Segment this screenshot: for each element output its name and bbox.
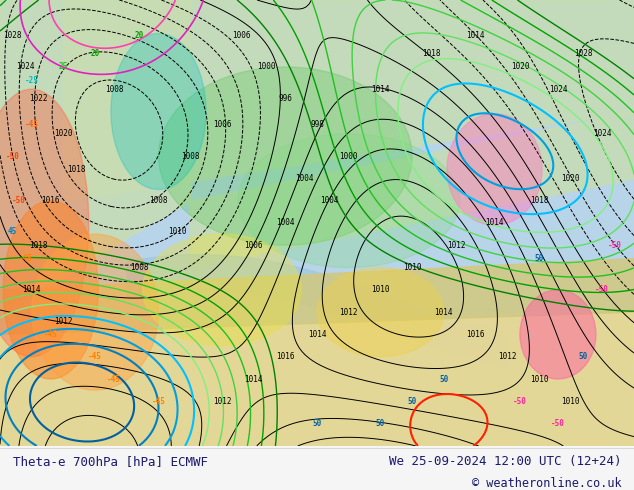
Text: 1012: 1012 bbox=[54, 317, 73, 325]
Text: 45: 45 bbox=[8, 227, 17, 236]
Text: 1008: 1008 bbox=[130, 263, 149, 272]
Text: -50: -50 bbox=[551, 419, 565, 428]
Text: 1000: 1000 bbox=[257, 62, 276, 72]
Text: 25: 25 bbox=[59, 62, 68, 72]
Text: 1000: 1000 bbox=[339, 151, 358, 161]
Text: 1014: 1014 bbox=[307, 330, 327, 339]
Text: 1022: 1022 bbox=[29, 94, 48, 102]
Ellipse shape bbox=[447, 114, 542, 225]
Text: -50: -50 bbox=[6, 151, 20, 161]
Text: 1004: 1004 bbox=[320, 196, 339, 205]
Text: 20: 20 bbox=[135, 31, 144, 40]
Text: 1014: 1014 bbox=[244, 374, 263, 384]
Text: 1016: 1016 bbox=[41, 196, 60, 205]
Text: -45: -45 bbox=[44, 330, 58, 339]
Ellipse shape bbox=[0, 89, 89, 357]
Text: 1016: 1016 bbox=[276, 352, 295, 361]
Text: We 25-09-2024 12:00 UTC (12+24): We 25-09-2024 12:00 UTC (12+24) bbox=[389, 455, 621, 468]
Text: -45: -45 bbox=[152, 397, 165, 406]
Text: -50: -50 bbox=[513, 397, 527, 406]
Text: -45: -45 bbox=[107, 374, 121, 384]
Text: 1024: 1024 bbox=[593, 129, 612, 138]
Text: 50: 50 bbox=[534, 254, 543, 263]
Text: 1012: 1012 bbox=[447, 241, 466, 250]
Text: -45: -45 bbox=[88, 352, 102, 361]
Ellipse shape bbox=[111, 33, 206, 190]
Text: 1010: 1010 bbox=[168, 227, 187, 236]
Text: 50: 50 bbox=[439, 374, 448, 384]
Text: 1004: 1004 bbox=[295, 174, 314, 183]
Text: 1018: 1018 bbox=[67, 165, 86, 174]
Text: 1020: 1020 bbox=[510, 62, 529, 72]
Text: -45: -45 bbox=[25, 121, 39, 129]
Text: 1014: 1014 bbox=[485, 219, 504, 227]
Text: 1010: 1010 bbox=[371, 285, 390, 294]
Text: 1024: 1024 bbox=[548, 85, 567, 94]
Text: 1012: 1012 bbox=[498, 352, 517, 361]
Text: 1004: 1004 bbox=[276, 219, 295, 227]
Text: 1006: 1006 bbox=[212, 121, 231, 129]
Ellipse shape bbox=[520, 290, 596, 379]
Text: 1020: 1020 bbox=[54, 129, 73, 138]
Text: 1012: 1012 bbox=[212, 397, 231, 406]
Text: 1018: 1018 bbox=[422, 49, 441, 58]
Text: 1016: 1016 bbox=[466, 330, 485, 339]
Text: 1014: 1014 bbox=[466, 31, 485, 40]
Text: 1024: 1024 bbox=[16, 62, 35, 72]
Text: 1014: 1014 bbox=[371, 85, 390, 94]
Ellipse shape bbox=[238, 134, 460, 268]
Text: 1010: 1010 bbox=[561, 397, 580, 406]
Text: -50: -50 bbox=[608, 241, 622, 250]
Text: 1006: 1006 bbox=[231, 31, 250, 40]
Text: 1008: 1008 bbox=[181, 151, 200, 161]
Text: 1018: 1018 bbox=[29, 241, 48, 250]
Ellipse shape bbox=[3, 201, 98, 379]
Text: 1008: 1008 bbox=[149, 196, 168, 205]
Text: 50: 50 bbox=[408, 397, 417, 406]
Text: 1014: 1014 bbox=[434, 308, 453, 317]
Text: -45: -45 bbox=[18, 254, 32, 263]
Text: 50: 50 bbox=[579, 352, 588, 361]
Ellipse shape bbox=[32, 234, 158, 390]
Ellipse shape bbox=[317, 268, 444, 357]
Text: 1010: 1010 bbox=[529, 374, 548, 384]
Text: 996: 996 bbox=[278, 94, 292, 102]
Text: 998: 998 bbox=[310, 121, 324, 129]
Text: 1028: 1028 bbox=[574, 49, 593, 58]
Ellipse shape bbox=[158, 67, 412, 245]
Text: -50: -50 bbox=[595, 285, 609, 294]
Text: -50: -50 bbox=[12, 196, 26, 205]
Text: 1014: 1014 bbox=[22, 285, 41, 294]
Text: 1018: 1018 bbox=[529, 196, 548, 205]
Text: 1012: 1012 bbox=[339, 308, 358, 317]
Text: 20: 20 bbox=[91, 49, 100, 58]
Text: © weatheronline.co.uk: © weatheronline.co.uk bbox=[472, 477, 621, 490]
Text: 50: 50 bbox=[376, 419, 385, 428]
Text: 1028: 1028 bbox=[3, 31, 22, 40]
Ellipse shape bbox=[143, 234, 301, 345]
Text: -25: -25 bbox=[25, 76, 39, 85]
Text: 1006: 1006 bbox=[244, 241, 263, 250]
Text: Theta-e 700hPa [hPa] ECMWF: Theta-e 700hPa [hPa] ECMWF bbox=[13, 455, 208, 468]
Text: 1010: 1010 bbox=[403, 263, 422, 272]
Text: 50: 50 bbox=[313, 419, 321, 428]
Text: 1020: 1020 bbox=[561, 174, 580, 183]
Text: 1008: 1008 bbox=[105, 85, 124, 94]
